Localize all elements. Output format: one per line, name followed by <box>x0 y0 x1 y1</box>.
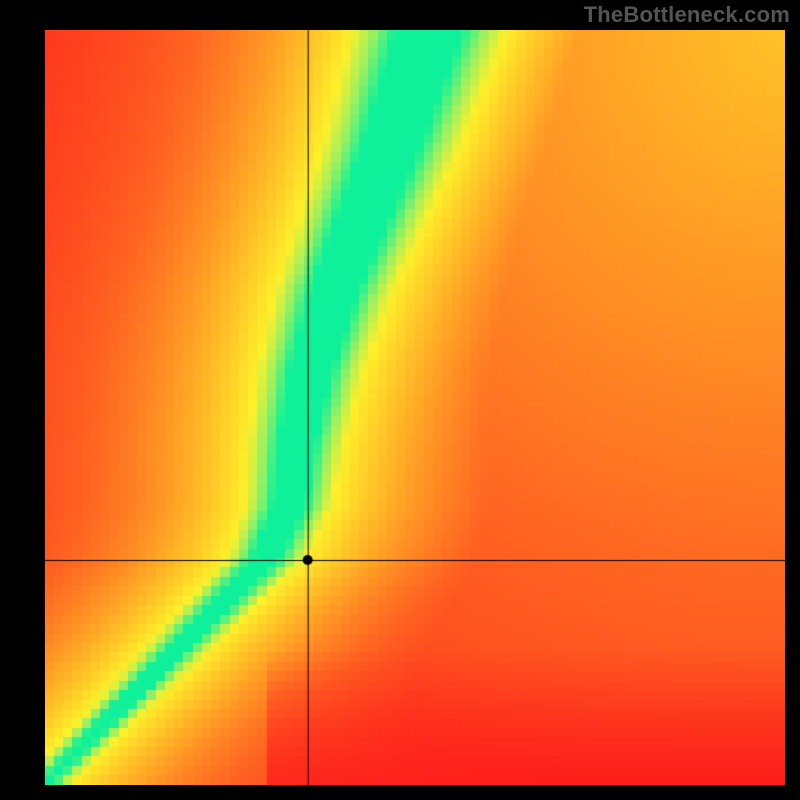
chart-container: TheBottleneck.com <box>0 0 800 800</box>
bottleneck-heatmap <box>45 30 785 785</box>
watermark-text: TheBottleneck.com <box>584 2 790 28</box>
